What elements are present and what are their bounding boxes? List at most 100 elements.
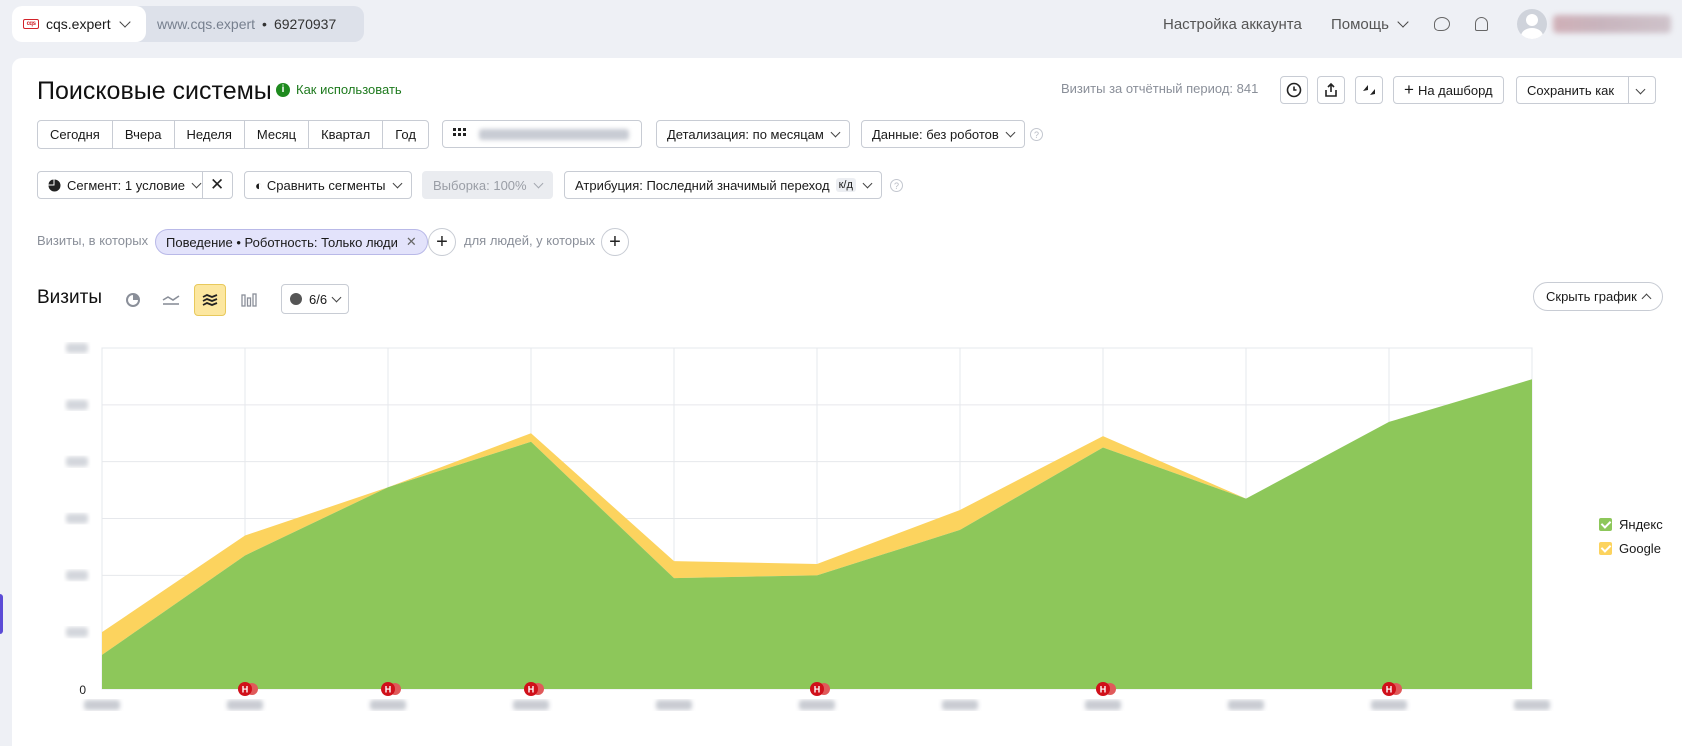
site-url: www.cqs.expert (157, 16, 256, 32)
ai-assistant-button[interactable] (1355, 76, 1383, 104)
area-view-button[interactable] (194, 284, 226, 316)
site-selector[interactable]: cqs cqs.expert www.cqs.expert • 69270937 (12, 6, 364, 42)
x-tick-label-blurred (1085, 700, 1121, 710)
chat-icon (1434, 17, 1450, 31)
site-current-button[interactable]: cqs cqs.expert (12, 6, 146, 42)
legend-label: Google (1619, 540, 1661, 556)
period-year[interactable]: Год (395, 127, 416, 142)
annotation-marker (1382, 682, 1396, 696)
y-tick-label-blurred (66, 570, 88, 581)
x-tick-label-blurred (799, 700, 835, 710)
close-icon[interactable]: ✕ (405, 234, 417, 249)
legend-item-yandex[interactable]: Яндекс (1599, 512, 1663, 536)
visits-where-label: Визиты, в которых (37, 233, 149, 248)
period-quarter[interactable]: Квартал (309, 121, 384, 148)
series-area-yandex (102, 379, 1532, 689)
line-chart-icon (162, 295, 180, 305)
user-email-blurred[interactable] (1553, 15, 1671, 33)
save-as-label: Сохранить как (1527, 82, 1615, 98)
chart-legend: Яндекс Google (1599, 512, 1663, 560)
top-bar: cqs cqs.expert www.cqs.expert • 69270937… (0, 0, 1682, 48)
x-tick-label-blurred (1514, 700, 1550, 710)
visits-total: Визиты за отчётный период: 841 (1061, 81, 1259, 96)
avatar[interactable] (1517, 9, 1547, 39)
series-icon (290, 293, 302, 305)
detail-dropdown[interactable]: Детализация: по месяцам (656, 120, 850, 148)
data-label: Данные: без роботов (872, 126, 999, 142)
plus-icon: + (1404, 80, 1414, 99)
site-name: cqs.expert (46, 16, 111, 32)
series-selector[interactable]: 6/6 (281, 284, 350, 314)
add-visit-filter-button[interactable]: + (428, 228, 456, 256)
compare-label: Сравнить сегменты (266, 177, 386, 193)
checkbox-icon (1599, 517, 1612, 531)
notifications-button[interactable] (1475, 0, 1488, 48)
bar-chart-icon (241, 293, 257, 307)
info-icon: i (276, 82, 290, 97)
x-tick-label-blurred (942, 700, 978, 710)
segment-label: Сегмент: 1 условие (67, 177, 185, 193)
x-tick-label-blurred (656, 700, 692, 710)
help-menu[interactable]: Помощь (1331, 0, 1409, 48)
segment-dropdown[interactable]: Сегмент: 1 условие ✕ (37, 171, 233, 199)
divider (202, 172, 203, 198)
add-to-dashboard-button[interactable]: + На дашборд (1393, 76, 1504, 104)
series-count: 6/6 (309, 291, 328, 307)
legend-item-google[interactable]: Google (1599, 536, 1663, 560)
site-logo-icon: cqs (23, 19, 39, 29)
y-tick-label-blurred (66, 513, 88, 524)
line-view-button[interactable] (155, 284, 187, 316)
account-settings-link[interactable]: Настройка аккаунта (1163, 0, 1302, 48)
help-icon[interactable]: ? (890, 179, 903, 192)
how-to-use-link[interactable]: i Как использовать (276, 82, 402, 97)
period-month[interactable]: Месяц (245, 121, 310, 148)
x-tick-label-blurred (227, 700, 263, 710)
attribution-dropdown[interactable]: Атрибуция: Последний значимый переход к/… (564, 171, 882, 199)
data-dropdown[interactable]: Данные: без роботов (861, 120, 1025, 148)
pie-icon (48, 179, 61, 191)
help-icon[interactable]: ? (1030, 128, 1043, 141)
export-button[interactable] (1317, 76, 1345, 104)
date-range-picker[interactable] (442, 120, 642, 148)
compare-segments-dropdown[interactable]: ◐ Сравнить сегменты (244, 171, 412, 199)
annotation-marker (1096, 682, 1110, 696)
quote-icon (1363, 85, 1375, 95)
compare-icon: ◐ (255, 177, 263, 193)
period-week[interactable]: Неделя (175, 121, 245, 148)
calendar-icon (453, 128, 466, 136)
annotation-marker-label: H (242, 685, 249, 695)
x-tick-label-blurred (370, 700, 406, 710)
sample-label: Выборка: 100% (433, 177, 527, 193)
bar-view-button[interactable] (233, 284, 265, 316)
period-selector: Сегодня Вчера Неделя Месяц Квартал Год (37, 120, 429, 149)
attribution-label: Атрибуция: Последний значимый переход (575, 177, 830, 193)
bell-icon (1475, 17, 1488, 31)
annotation-marker-label: H (528, 685, 535, 695)
sample-dropdown[interactable]: Выборка: 100% (422, 171, 553, 199)
side-tab[interactable] (0, 594, 3, 634)
period-yesterday[interactable]: Вчера (113, 121, 175, 148)
save-as-button[interactable]: Сохранить как (1516, 76, 1656, 104)
plus-icon: + (436, 230, 448, 253)
legend-label: Яндекс (1619, 516, 1663, 532)
y-tick-label-blurred (66, 343, 88, 353)
messages-button[interactable] (1434, 0, 1450, 48)
annotation-marker-label: H (385, 685, 392, 695)
y-tick-label-blurred (66, 627, 88, 638)
how-to-use-label: Как использовать (296, 82, 402, 97)
separator: • (262, 16, 267, 32)
hide-chart-label: Скрыть график (1546, 289, 1637, 304)
x-tick-label-blurred (513, 700, 549, 710)
counter-id: 69270937 (273, 16, 337, 32)
filter-chip[interactable]: Поведение • Роботность: Только люди ✕ (155, 229, 428, 255)
close-icon[interactable]: ✕ (210, 175, 225, 194)
history-button[interactable] (1280, 76, 1308, 104)
pie-view-button[interactable] (117, 284, 149, 316)
date-range-blurred (479, 128, 629, 140)
help-label: Помощь (1331, 15, 1389, 33)
period-today[interactable]: Сегодня (38, 121, 113, 148)
site-url-info: www.cqs.expert • 69270937 (157, 6, 336, 42)
hide-chart-button[interactable]: Скрыть график (1533, 282, 1663, 311)
add-people-filter-button[interactable]: + (601, 228, 629, 256)
